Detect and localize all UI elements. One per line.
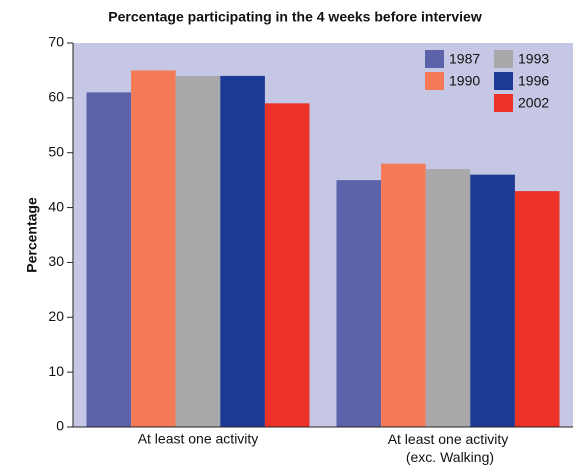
bar [175,75,221,428]
bar [381,163,426,427]
y-tick-label: 70 [48,34,64,50]
legend-swatch [425,72,444,90]
bar [131,70,176,427]
legend-label: 1990 [449,73,480,89]
bar [425,169,471,427]
chart-title: Percentage participating in the 4 weeks … [108,9,482,25]
legend-label: 1993 [518,51,549,67]
y-tick-label: 60 [48,89,64,105]
y-tick-label: 30 [48,253,64,269]
bar [470,174,515,427]
x-tick-label: At least one activity [138,431,259,447]
bar [86,92,132,427]
legend-swatch [494,94,513,112]
legend-label: 2002 [518,95,549,111]
legend-swatch [494,72,513,90]
x-tick-label: At least one activity (exc. Walking) [388,431,509,465]
bar [514,191,560,427]
legend-label: 1996 [518,73,549,89]
y-tick-label: 10 [48,363,64,379]
bar [336,180,382,427]
legend-swatch [425,50,444,68]
y-tick-label: 0 [56,418,64,434]
bar [220,75,265,428]
y-tick-label: 50 [48,143,64,159]
y-tick-label: 40 [48,198,64,214]
bar [264,103,310,427]
y-axis-label: Percentage [24,197,40,273]
legend-label: 1987 [449,51,480,67]
legend-swatch [494,50,513,68]
y-tick-label: 20 [48,308,64,324]
